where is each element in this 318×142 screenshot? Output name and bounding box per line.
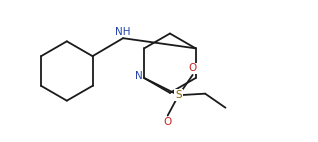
Text: O: O (163, 117, 172, 127)
Text: N: N (135, 71, 143, 82)
Text: O: O (189, 63, 197, 73)
Text: S: S (175, 90, 182, 100)
Text: NH: NH (115, 27, 131, 37)
